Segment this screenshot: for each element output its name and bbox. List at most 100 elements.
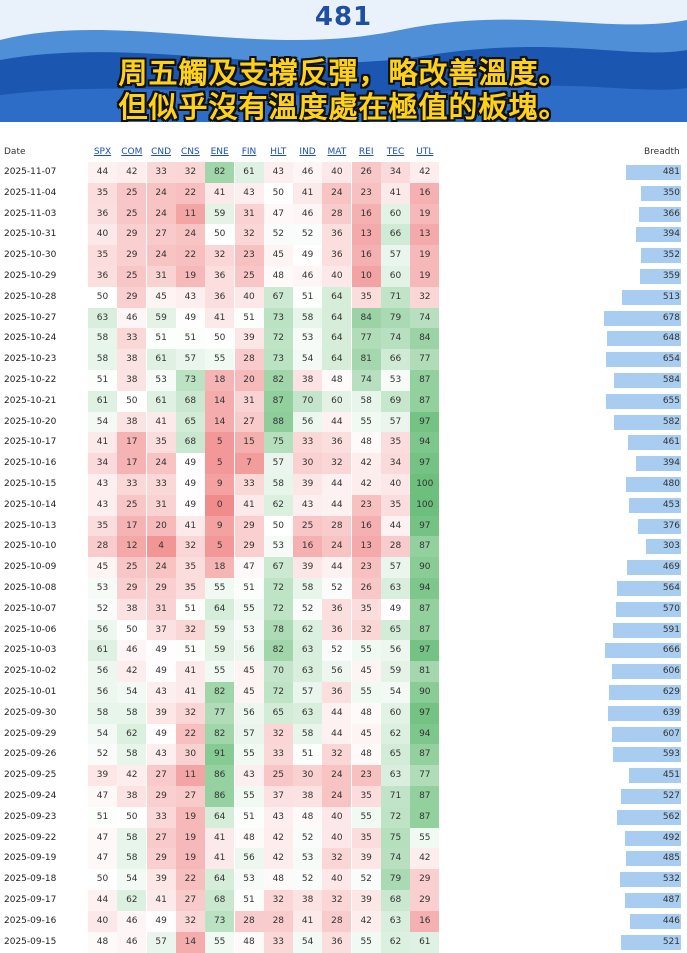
heat-cell-rei: 48 [351,432,381,454]
heat-cell-ind: 53 [293,848,323,870]
heat-cell-mat: 32 [322,848,352,870]
sector-header-spx[interactable]: SPX [93,147,112,157]
sector-header-ind[interactable]: IND [299,147,316,157]
heat-cell-fin: 56 [234,640,264,662]
breadth-column-header: Breadth [644,147,680,157]
sector-header-ene[interactable]: ENE [210,147,229,157]
heat-cell-cns: 35 [175,557,205,579]
heat-cell-ene: 82 [205,682,235,703]
breadth-value: 521 [662,936,680,947]
breadth-value: 352 [662,250,680,261]
heat-cell-ind: 30 [293,765,323,787]
row-date: 2025-11-03 [4,208,57,219]
heat-cell-hlt: 73 [263,349,293,371]
heat-cell-spx: 45 [88,557,117,579]
heat-cell-utl: 77 [410,765,440,787]
heat-cell-utl: 81 [410,661,440,683]
row-date: 2025-10-17 [4,437,57,448]
row-date: 2025-10-31 [4,229,57,240]
heat-cell-cns: 49 [175,494,205,516]
heat-cell-mat: 64 [322,328,352,350]
heat-cell-cns: 41 [175,661,205,683]
sector-header-rei[interactable]: REI [358,147,374,157]
heat-cell-hlt: 50 [263,182,293,204]
heat-cell-ind: 58 [293,723,323,745]
table-row: 2025-10-27 63 46 59 49 41 51 73 58 64 84 79 74 678 [0,307,687,329]
breadth-bar [614,414,681,430]
breadth-bar [629,768,681,784]
heat-cell-ind: 49 [293,245,323,267]
heat-cell-mat: 52 [322,578,352,599]
heat-cell-utl: 97 [410,453,440,475]
heat-cell-com: 58 [117,848,147,870]
heat-cell-utl: 84 [410,328,440,350]
heat-cell-ene: 55 [205,661,235,683]
heat-cell-spx: 56 [88,682,117,703]
heat-cell-cns: 32 [175,910,205,932]
heat-cell-com: 58 [117,702,147,724]
heat-cell-ene: 55 [205,349,235,371]
heat-cell-hlt: 45 [263,245,293,267]
heat-cell-tec: 62 [381,723,410,745]
sector-header-com[interactable]: COM [121,147,143,157]
heat-cell-tec: 65 [381,619,410,641]
table-row: 2025-10-17 41 17 35 68 5 15 75 33 36 48 35 94 461 [0,432,687,454]
heat-cell-ind: 38 [293,370,323,391]
heat-cell-rei: 77 [351,328,381,350]
heat-cell-ene: 82 [205,162,235,183]
sector-header-tec[interactable]: TEC [386,147,405,157]
row-date: 2025-10-15 [4,479,57,489]
breadth-bar [612,664,681,680]
heat-cell-ene: 9 [205,474,235,495]
heat-cell-utl: 94 [410,432,440,454]
heat-cell-spx: 48 [88,931,117,953]
title-banner: 481 周五觸及支撐反彈，略改善溫度。 但似乎沒有溫度處在極值的板塊。 [0,0,687,122]
sector-header-fin[interactable]: FIN [241,147,257,157]
heat-cell-rei: 13 [351,536,381,558]
heat-cell-ind: 33 [293,432,323,454]
heat-cell-ene: 59 [205,203,235,225]
heat-cell-cns: 24 [175,224,205,246]
sector-header-cns[interactable]: CNS [181,147,200,157]
table-row: 2025-10-30 35 29 24 22 32 23 45 49 36 16 57 19 352 [0,245,687,267]
heat-cell-tec: 72 [381,806,410,828]
sector-header-hlt[interactable]: HLT [270,147,287,157]
sector-header-cnd[interactable]: CND [151,147,172,157]
heat-cell-spx: 47 [88,827,117,849]
heat-cell-ene: 55 [205,578,235,599]
heat-cell-ene: 64 [205,869,235,891]
heat-cell-tec: 65 [381,744,410,766]
heat-cell-tec: 75 [381,827,410,849]
heat-cell-ind: 63 [293,661,323,683]
breadth-bar [626,165,681,180]
sector-header-utl[interactable]: UTL [416,147,434,157]
heat-cell-cns: 19 [175,806,205,828]
heat-cell-cns: 68 [175,432,205,454]
heat-cell-ene: 64 [205,806,235,828]
heat-cell-fin: 61 [234,162,264,183]
sector-header-mat[interactable]: MAT [327,147,347,157]
heat-cell-tec: 57 [381,557,410,579]
heat-cell-spx: 53 [88,578,117,599]
heat-cell-tec: 68 [381,890,410,911]
breadth-bar [640,269,681,284]
table-row: 2025-10-13 35 17 20 41 9 29 50 25 28 16 44 97 376 [0,515,687,537]
heat-cell-tec: 56 [381,640,410,662]
heat-cell-com: 54 [117,869,147,891]
table-row: 2025-10-02 56 42 49 41 55 45 70 63 56 45 59 81 606 [0,661,687,683]
breadth-value: 591 [662,624,680,635]
breadth-bar [622,289,681,305]
breadth-value: 469 [662,562,680,573]
table-row: 2025-09-22 47 58 27 19 41 48 42 52 40 35 75 55 492 [0,827,687,849]
heat-cell-mat: 40 [322,827,352,849]
date-column-header: Date [4,147,26,157]
heat-cell-hlt: 37 [263,786,293,807]
heat-cell-cnd: 24 [146,182,176,204]
heat-cell-mat: 32 [322,744,352,766]
heat-cell-hlt: 67 [263,286,293,308]
heat-cell-spx: 52 [88,744,117,766]
heat-cell-cns: 68 [175,390,205,412]
heat-cell-rei: 39 [351,890,381,911]
heat-cell-mat: 32 [322,453,352,475]
breadth-bar [621,789,681,804]
